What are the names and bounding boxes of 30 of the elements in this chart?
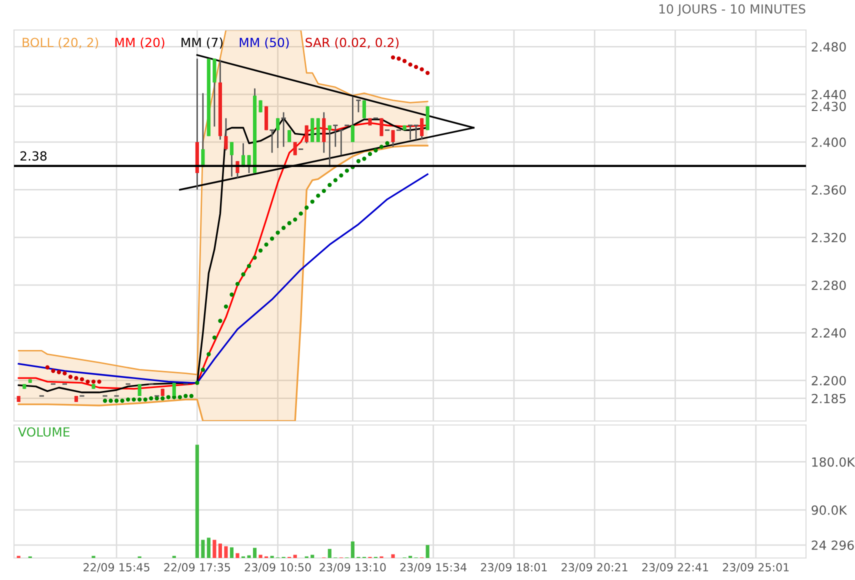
y-tick-label: 2.185 [812,394,846,404]
text: BOLL (20, 2) [22,38,98,49]
y-tick-label: 2.240 [812,328,846,338]
x-tick-label: 22/09 17:35 [164,563,230,572]
series-label: SAR (0.02, 0.2) [306,38,399,49]
x-tick-label: 23/09 18:01 [480,563,547,572]
y-tick-label: 2.430 [812,102,846,112]
y-tick-label: 2.400 [812,138,846,147]
text: MM (7) [182,38,223,49]
ref-line-label: 2.38 [20,151,47,161]
chart-title: VOLUME [18,427,70,437]
x-tick-label: 23/09 20:21 [562,563,628,572]
y-tick-label: 90.0K [812,505,848,515]
y-tick-label: 2.480 [812,42,846,52]
y-tick-label: 2.280 [812,280,846,290]
text: MM (20) [115,38,164,49]
text: MM (50) [240,38,289,49]
x-tick-label: 23/09 22:41 [642,563,708,572]
x-tick-label: 23/09 25:01 [722,563,789,572]
y-tick-label: 24 296 [812,540,854,550]
y-tick-label: 2.200 [812,376,846,386]
x-tick-label: 23/09 13:10 [320,563,386,572]
x-tick-label: 22/09 15:45 [84,563,150,572]
chart-subtitle: 10 JOURS - 10 MINUTES [659,4,806,16]
x-tick-label: 23/09 15:34 [400,563,466,572]
y-tick-label: 2.440 [812,90,846,100]
x-tick-label: 23/09 10:50 [244,563,311,572]
y-tick-label: 2.360 [812,185,846,195]
y-tick-label: 180.0K [812,457,855,467]
y-tick-label: 2.320 [812,232,846,242]
